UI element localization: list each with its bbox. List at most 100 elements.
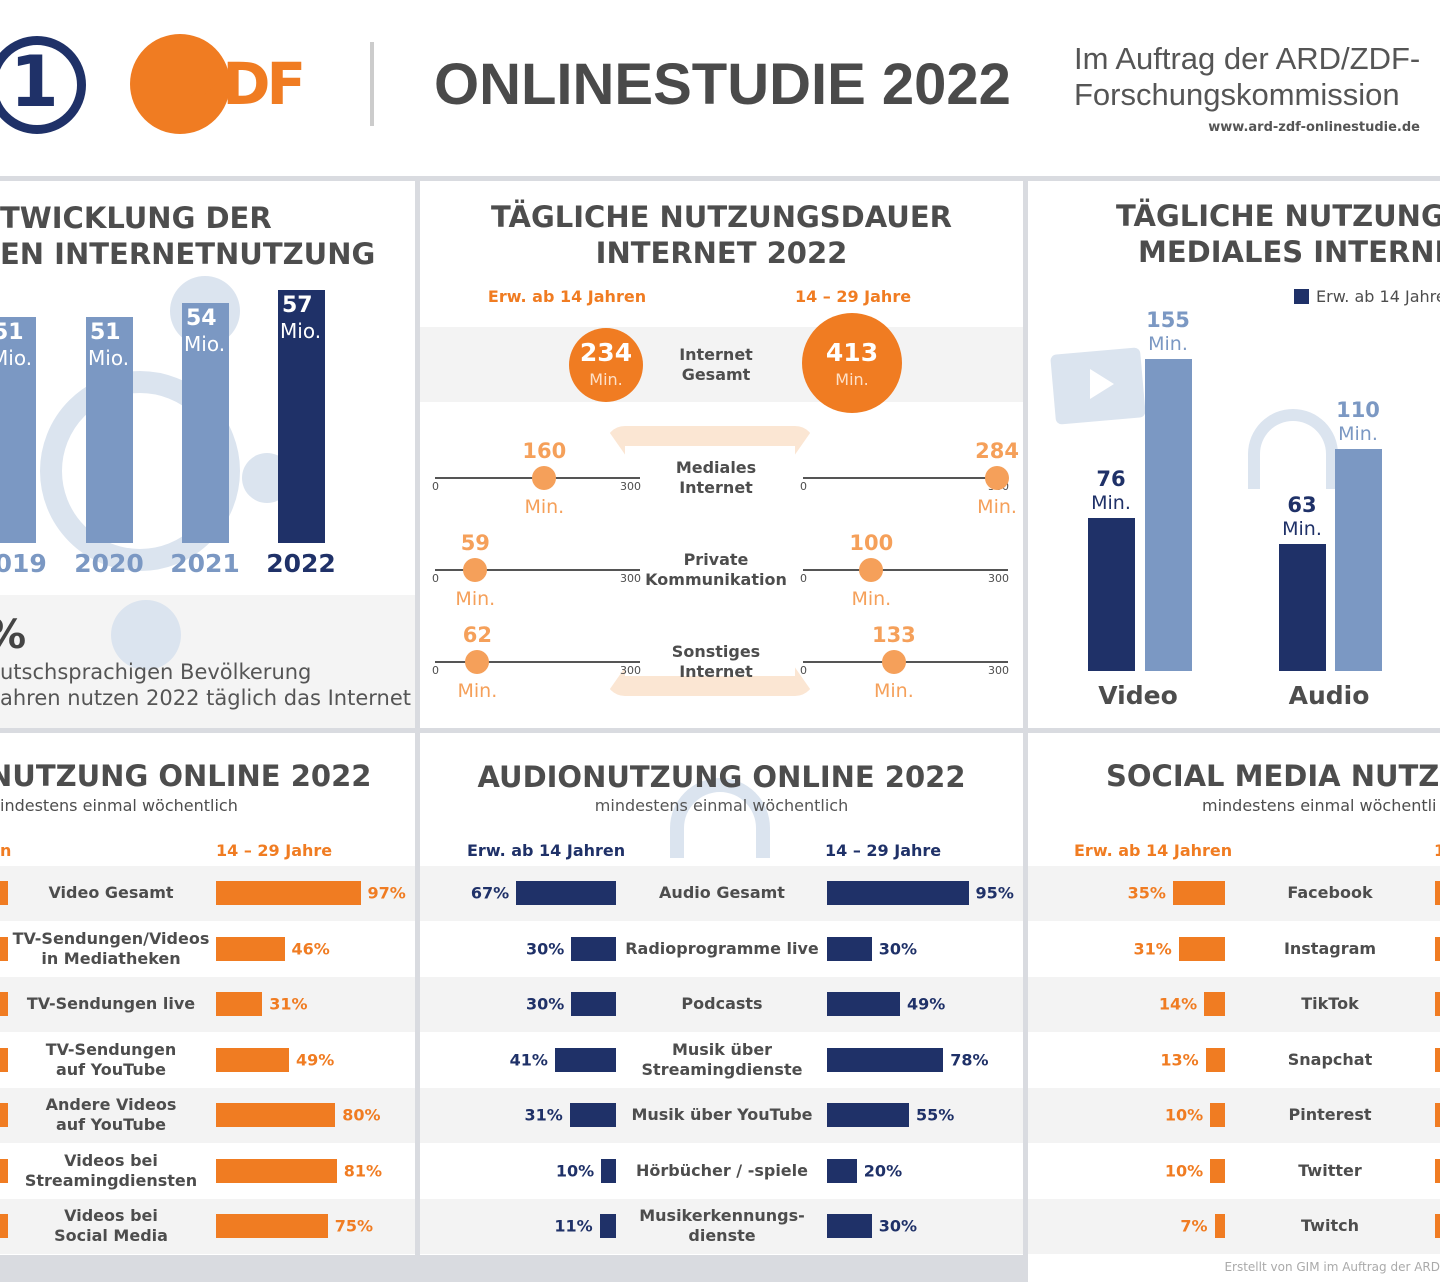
table-row (420, 1199, 1023, 1254)
bar-unit: Min. (1148, 332, 1188, 355)
subtitle: indestens einmal wöchentlich (0, 796, 238, 815)
zdf-logo (130, 34, 230, 134)
value-young: 413 (825, 338, 879, 367)
bar (1210, 1103, 1225, 1127)
bar-value: 30% (526, 939, 565, 958)
title-line1: TÄGLICHE NUTZUNGS (1116, 199, 1440, 233)
col-left-header: n (0, 841, 12, 860)
row-label: Instagram (1283, 938, 1377, 958)
table-row (1028, 1088, 1440, 1143)
bar (827, 992, 900, 1016)
col-right-header: 14 – 29 Jahre (825, 841, 942, 860)
bar-audio (1279, 544, 1326, 671)
col-right-header: 14 – 29 Jahre (794, 287, 912, 306)
bar-value: 55% (915, 1105, 955, 1125)
subtitle: mindestens einmal wöchentlich (594, 796, 849, 815)
value-adults: 59 (460, 531, 490, 555)
col-right-header: 1 (1434, 841, 1440, 860)
scale-min: 0 (800, 664, 807, 677)
bar-2022 (278, 289, 325, 543)
bar-value: 57 (282, 292, 313, 318)
title-line1: TWICKLUNG DER (0, 201, 272, 235)
bar-2019 (0, 316, 36, 543)
bar-value: 30% (878, 1216, 917, 1236)
bar (1210, 1158, 1225, 1183)
bar-stub (0, 1158, 8, 1183)
slider-dot-young (859, 558, 884, 582)
scale-min: 0 (432, 572, 439, 585)
row-label: Twitch (1301, 1216, 1359, 1235)
bar (1172, 881, 1225, 905)
scale-max: 300 (620, 572, 641, 585)
bar-stub (1435, 936, 1440, 961)
bar-value: 11% (554, 1216, 593, 1236)
bar (516, 881, 616, 905)
bar-value: 14% (1158, 994, 1198, 1014)
bar-value: 31% (524, 1105, 563, 1125)
bar (599, 1214, 616, 1238)
bar (569, 1103, 616, 1127)
footer-credit: Erstellt von GIM im Auftrag der ARD (1224, 1260, 1440, 1274)
value-young: 284 (975, 439, 1019, 463)
bar-value: 54 (186, 306, 217, 332)
bar-value: 10% (1164, 1161, 1204, 1180)
bar (216, 1047, 289, 1072)
bar-stub (0, 1047, 8, 1072)
bar-value: 49% (907, 994, 946, 1014)
bar (216, 992, 263, 1016)
bar-value: 30% (526, 994, 565, 1014)
table-row (1028, 866, 1440, 921)
value-young: 133 (871, 623, 916, 647)
table-row (0, 1199, 415, 1254)
slider-dot-young (881, 650, 906, 674)
row-label: Videos bei Streamingdiensten (24, 1150, 198, 1190)
bar (216, 1214, 328, 1238)
row-label: Audio Gesamt (659, 883, 785, 902)
row-label: Radioprogramme live (625, 938, 819, 958)
table-row (420, 977, 1023, 1032)
slider-dot-adults (465, 650, 490, 674)
bar-stub (1435, 1158, 1440, 1183)
circle-young (802, 313, 902, 413)
year-label: 2019 (0, 549, 47, 578)
slider-track (803, 569, 1008, 571)
bar (1178, 936, 1225, 961)
unit: Min. (977, 496, 1017, 518)
scale-max: 300 (620, 480, 641, 493)
bar-value: 75% (334, 1216, 374, 1236)
slider-track (435, 661, 640, 663)
bar-value: 49% (296, 1050, 335, 1069)
bar-value: 51 (0, 319, 24, 345)
ard-logo-text: 1 (10, 41, 59, 123)
bar (827, 1214, 872, 1238)
commission-line1: Im Auftrag der ARD/ZDF- (1074, 41, 1421, 76)
row-label: TV-Sendungen/Videos in Mediatheken (12, 928, 210, 968)
bar-value: 10% (555, 1161, 595, 1180)
bar-value: 80% (342, 1105, 381, 1125)
legend-label: Erw. ab 14 Jahre (1316, 287, 1440, 306)
panel-video: NUTZUNG ONLINE 2022 indestens einmal wöc… (0, 733, 415, 1255)
bar-value: 31% (1133, 939, 1172, 958)
bar-value: 95% (975, 883, 1014, 903)
subtitle: mindestens einmal wöchentli (1202, 796, 1437, 815)
slider-dot-young (985, 466, 1010, 490)
panel-audio: AUDIONUTZUNG ONLINE 2022 mindestens einm… (420, 733, 1023, 1255)
bar-value: 41% (509, 1050, 548, 1069)
bar-unit: Min. (1338, 423, 1378, 446)
title: NUTZUNG ONLINE 2022 (0, 759, 372, 793)
bar-value: 20% (863, 1161, 903, 1180)
unit: Min. (524, 496, 565, 518)
bar (827, 1047, 944, 1072)
bar-value: 97% (367, 883, 406, 903)
panel-media: TÄGLICHE NUTZUNGS MEDIALES INTERNET Erw.… (1028, 181, 1440, 728)
slider-track (803, 477, 1008, 479)
row-label: Musikerkennungs- dienste (639, 1206, 805, 1245)
bar-value: 31% (269, 994, 308, 1014)
year-label: 2021 (170, 549, 240, 578)
bar-value: 63 (1287, 493, 1317, 518)
bar (827, 1103, 909, 1127)
table-row (0, 977, 415, 1032)
website-link[interactable]: www.ard-zdf-onlinestudie.de (1208, 120, 1420, 135)
row-label: Video Gesamt (48, 883, 174, 902)
circle-adults (569, 328, 643, 402)
